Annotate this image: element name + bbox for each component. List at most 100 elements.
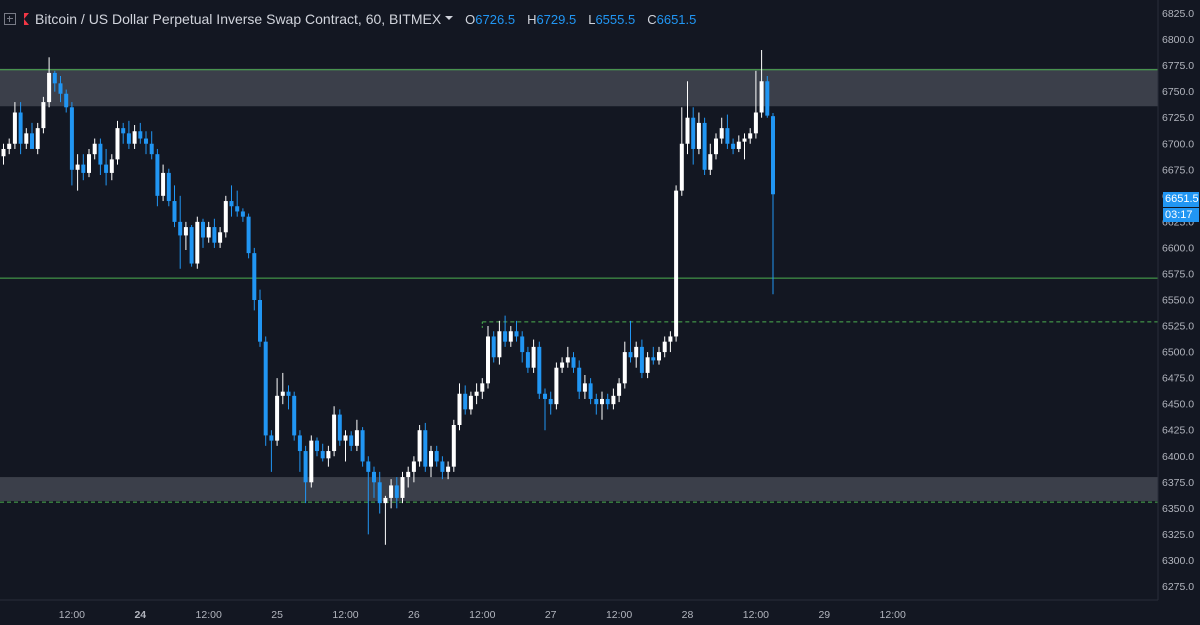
candle-body <box>280 391 285 396</box>
price-tick-label: 6350.0 <box>1162 503 1194 515</box>
candle-body <box>714 138 718 155</box>
candle-body <box>497 331 502 358</box>
time-tick-label: 25 <box>271 609 283 621</box>
candle-body <box>731 143 736 149</box>
candle-body <box>394 485 399 498</box>
candle-body <box>332 414 337 452</box>
candle-body <box>571 357 576 368</box>
candle-body <box>183 227 188 236</box>
candle-body <box>725 128 730 144</box>
candle-body <box>491 336 496 358</box>
last-price-tag: 6651.5 <box>1163 192 1199 207</box>
candle-body <box>411 461 416 472</box>
candle-body <box>468 395 473 410</box>
low-label: L <box>588 11 596 27</box>
candle-body <box>742 138 747 142</box>
levels-layer <box>0 69 1158 503</box>
candle-body <box>115 128 120 160</box>
candle-body <box>24 133 29 144</box>
candle-body <box>406 471 411 478</box>
time-axis[interactable] <box>0 600 1200 625</box>
candle-body <box>679 143 684 191</box>
candle-body <box>275 395 280 441</box>
expand-icon[interactable] <box>4 13 16 25</box>
candle-body <box>622 352 627 384</box>
candle-body <box>149 143 154 155</box>
price-tick-label: 6325.0 <box>1162 529 1194 541</box>
candle-body <box>372 471 376 483</box>
candle-body <box>155 154 160 196</box>
price-tick-label: 6725.0 <box>1162 112 1194 124</box>
candle-body <box>52 72 57 84</box>
candle-body <box>303 451 308 483</box>
candle-body <box>172 201 177 222</box>
candle-body <box>178 221 183 236</box>
candle-body <box>708 154 713 170</box>
candle-body <box>212 227 217 243</box>
candle-body <box>520 336 525 353</box>
close-value: 6651.5 <box>656 11 697 27</box>
candle-body <box>104 164 109 173</box>
candle-body <box>440 461 445 472</box>
close-label: C <box>647 11 657 27</box>
candle-body <box>645 357 650 373</box>
candle-body <box>235 206 240 212</box>
candle-body <box>486 336 490 384</box>
candle-body <box>582 383 587 392</box>
candle-body <box>263 341 268 436</box>
candle-body <box>560 362 565 368</box>
candle-body <box>451 425 456 467</box>
candle-body <box>748 133 753 139</box>
open-value: 6726.5 <box>475 11 516 27</box>
candle-body <box>605 398 610 405</box>
ohlc-low: L6555.5 <box>588 12 635 27</box>
chevron-down-icon[interactable] <box>445 16 454 20</box>
candle-body <box>434 451 439 462</box>
candle-body <box>252 253 257 300</box>
candle-body <box>246 216 251 254</box>
candle-body <box>292 395 297 436</box>
candle-body <box>286 391 291 396</box>
candle-body <box>223 201 228 233</box>
candle-body <box>58 83 63 94</box>
candle-body <box>121 128 126 134</box>
candle-body <box>537 346 542 394</box>
candle-body <box>240 211 245 217</box>
candle-body <box>662 341 667 353</box>
candle-body <box>600 398 604 405</box>
candle-body <box>508 331 513 342</box>
candle-body <box>69 107 74 170</box>
candle-body <box>64 93 69 108</box>
candle-body <box>759 81 764 113</box>
candle-body <box>229 201 234 207</box>
candle-body <box>366 461 371 472</box>
chart-legend: Bitcoin / US Dollar Perpetual Inverse Sw… <box>4 8 708 30</box>
price-tick-label: 6525.0 <box>1162 321 1194 333</box>
candle-body <box>543 393 547 399</box>
time-tick-label: 27 <box>545 609 557 621</box>
candle-body <box>206 227 211 238</box>
zones-layer <box>0 68 1158 502</box>
price-tick-label: 6300.0 <box>1162 555 1194 567</box>
candle-body <box>326 451 331 459</box>
candle-body <box>548 398 553 405</box>
candle-body <box>531 346 536 368</box>
candle-body <box>565 357 570 363</box>
candle-body <box>463 393 468 410</box>
candle-body <box>297 435 302 452</box>
candle-body <box>195 221 200 264</box>
price-axis[interactable] <box>1158 0 1200 600</box>
time-tick-label: 12:00 <box>59 609 85 621</box>
symbol-title[interactable]: Bitcoin / US Dollar Perpetual Inverse Sw… <box>35 11 442 27</box>
candle-body <box>691 117 696 149</box>
candle-body <box>309 440 314 483</box>
candle-body <box>81 164 86 173</box>
price-tick-label: 6700.0 <box>1162 138 1194 150</box>
candle-body <box>161 172 166 196</box>
candle-body <box>400 477 405 498</box>
candle-body <box>668 336 673 342</box>
price-tick-label: 6475.0 <box>1162 373 1194 385</box>
candle-body <box>771 116 775 195</box>
sr-zone <box>0 477 1158 502</box>
